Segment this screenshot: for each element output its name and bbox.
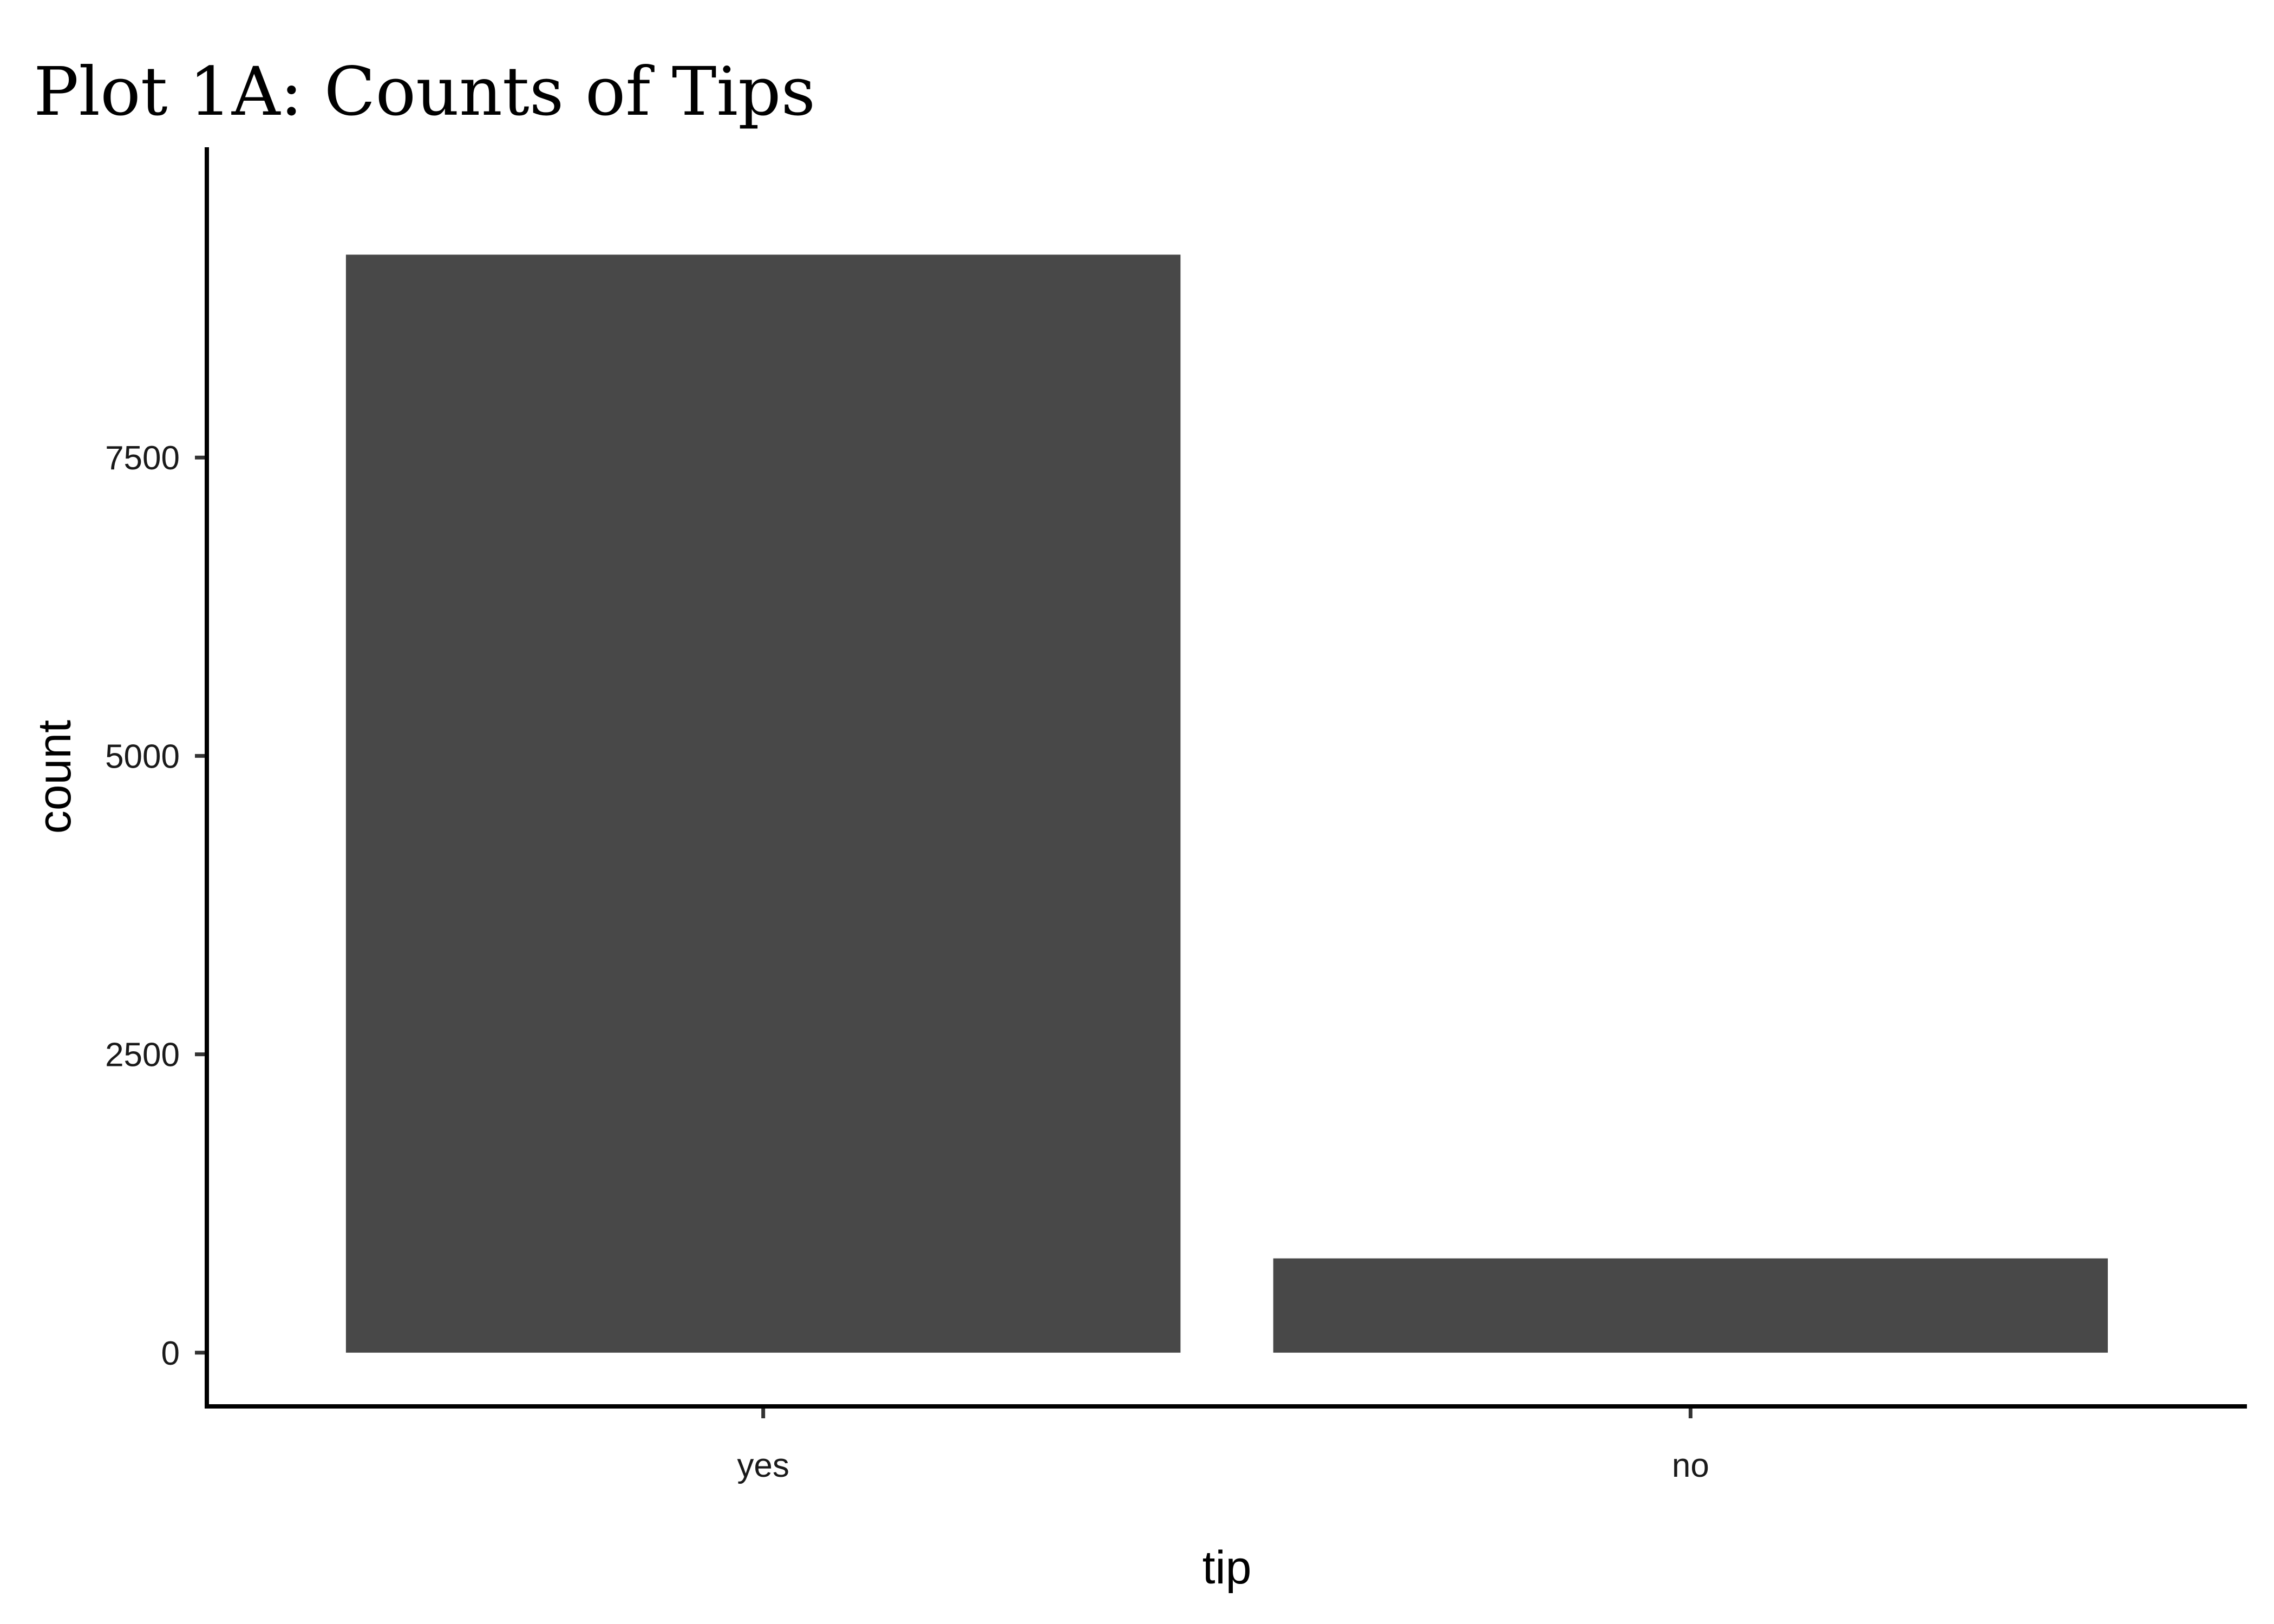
bar-yes <box>345 254 1181 1353</box>
y-tick-label: 2500 <box>105 1037 180 1074</box>
bars <box>345 254 2108 1353</box>
x-tick-label: no <box>1672 1447 1709 1484</box>
x-axis-ticks: yes no <box>737 1406 1709 1484</box>
bar-no <box>1273 1258 2108 1353</box>
y-axis-ticks: 0 2500 5000 7500 <box>105 440 207 1372</box>
x-axis-title: tip <box>1203 1542 1252 1594</box>
y-tick-label: 5000 <box>105 738 180 775</box>
y-axis-title: count <box>29 720 81 834</box>
y-tick-label: 7500 <box>105 440 180 477</box>
chart-title: Plot 1A: Counts of Tips <box>34 53 815 131</box>
y-tick-label: 0 <box>161 1335 180 1372</box>
x-tick-label: yes <box>737 1447 789 1484</box>
